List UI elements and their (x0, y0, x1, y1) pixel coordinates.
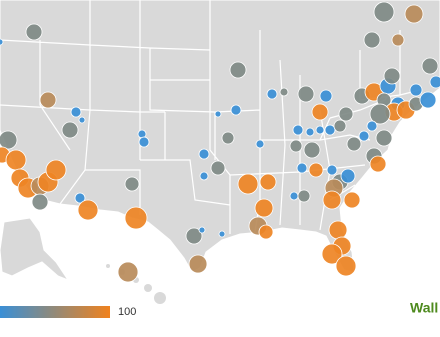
city-bubble (289, 139, 303, 153)
city-bubble (333, 119, 347, 133)
city-bubble (404, 4, 424, 24)
city-bubble (229, 61, 247, 79)
city-bubble (74, 192, 86, 204)
city-bubble (124, 176, 140, 192)
city-bubble (373, 1, 395, 23)
city-bubble (305, 127, 315, 137)
city-bubble (322, 190, 342, 210)
city-bubble (343, 191, 361, 209)
city-bubble (303, 141, 321, 159)
city-bubble (124, 206, 148, 230)
city-bubble (61, 121, 79, 139)
city-bubble (369, 155, 387, 173)
logo: Wall (410, 300, 438, 316)
city-bubble (409, 83, 423, 97)
city-bubble (308, 162, 324, 178)
city-bubble (315, 125, 325, 135)
city-bubble (292, 124, 304, 136)
city-bubble (199, 171, 209, 181)
city-bubble (185, 227, 203, 245)
city-bubble (117, 261, 139, 283)
legend-max-label: 100 (118, 306, 136, 318)
city-bubble (78, 116, 86, 124)
city-bubble (311, 103, 329, 121)
city-bubble (391, 33, 405, 47)
city-bubble (279, 87, 289, 97)
city-bubble (221, 131, 235, 145)
legend-gradient (0, 306, 110, 318)
city-bubble (39, 91, 57, 109)
city-bubble (230, 104, 242, 116)
city-bubble (296, 162, 308, 174)
city-bubble (324, 124, 336, 136)
city-bubble (218, 230, 226, 238)
city-bubble (319, 89, 333, 103)
bubbles (0, 1, 440, 283)
city-bubble (289, 191, 299, 201)
city-bubble (198, 226, 206, 234)
city-bubble (358, 130, 370, 142)
city-bubble (375, 129, 393, 147)
city-bubble (419, 91, 437, 109)
city-bubble (0, 130, 18, 150)
city-bubble (198, 148, 210, 160)
city-bubble (326, 164, 338, 176)
city-bubble (259, 173, 277, 191)
city-bubble (31, 193, 49, 211)
city-bubble (255, 139, 265, 149)
city-bubble (297, 85, 315, 103)
city-bubble (429, 75, 440, 89)
city-bubble (369, 103, 391, 125)
alaska (0, 217, 70, 282)
city-bubble (340, 168, 356, 184)
city-bubble (188, 254, 208, 274)
city-bubble (328, 220, 348, 240)
city-bubble (77, 199, 99, 221)
city-bubble (383, 67, 401, 85)
city-bubble (25, 23, 43, 41)
city-bubble (0, 38, 4, 46)
city-bubble (363, 31, 381, 49)
city-bubble (254, 198, 274, 218)
city-bubble (138, 136, 150, 148)
city-bubble (70, 106, 82, 118)
city-bubble (321, 243, 343, 265)
city-bubble (421, 57, 439, 75)
hawaii (106, 264, 166, 304)
city-bubble (338, 106, 354, 122)
city-bubble (297, 189, 311, 203)
city-bubble (258, 224, 274, 240)
city-bubble (237, 173, 259, 195)
legend: 100 (0, 306, 136, 318)
city-bubble (346, 136, 362, 152)
city-bubble (45, 159, 67, 181)
city-bubble (335, 255, 357, 277)
city-bubble (266, 88, 278, 100)
city-bubble (210, 160, 226, 176)
city-bubble (5, 149, 27, 171)
city-bubble (366, 120, 378, 132)
city-bubble (214, 110, 222, 118)
